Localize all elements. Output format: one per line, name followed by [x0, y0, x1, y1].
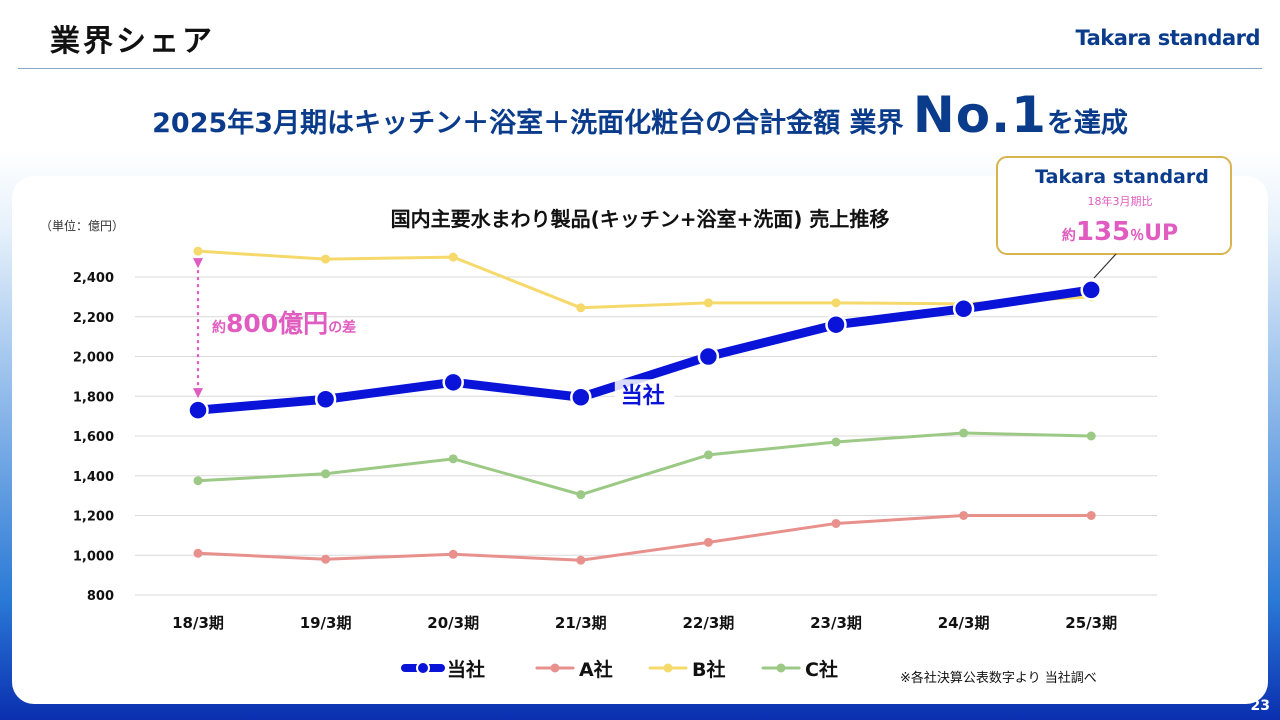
legend-item-a: A社 — [535, 658, 613, 681]
y-tick-label: 1,600 — [73, 430, 114, 445]
data-point-c — [703, 450, 713, 460]
series-a — [193, 511, 1096, 565]
callout-sub: 18年3月期比 — [1088, 194, 1153, 208]
legend-label-a: A社 — [579, 658, 613, 681]
data-point-b — [321, 254, 331, 264]
data-point-own — [187, 399, 209, 421]
gap-annotation: 約800億円の差 — [212, 309, 356, 338]
y-tick-label: 1,400 — [73, 470, 114, 485]
series-line-a — [196, 514, 1093, 562]
callout-value-line: 約135％UP — [1062, 217, 1178, 247]
gap-suffix: の差 — [328, 319, 356, 336]
series-c — [193, 428, 1096, 500]
data-point-c — [193, 476, 203, 486]
data-point-a — [193, 548, 203, 558]
data-point-b — [193, 246, 203, 256]
headline-highlight: No.1 — [912, 86, 1047, 144]
y-tick-label: 1,000 — [73, 549, 114, 564]
data-point-own — [570, 386, 592, 408]
headline: 2025年3月期はキッチン＋浴室＋洗面化粧台の合計金額 業界 No.1を達成 — [0, 86, 1280, 144]
data-point-own — [314, 388, 337, 410]
data-point-a — [448, 549, 458, 559]
data-point-a — [831, 518, 841, 528]
data-point-b — [448, 252, 458, 262]
gap-value: 800億円 — [226, 309, 328, 338]
callout-unit: ％ — [1130, 228, 1144, 244]
y-tick-label: 2,000 — [73, 351, 114, 366]
title-divider — [18, 68, 1262, 69]
legend-marker-c — [776, 663, 786, 673]
data-point-a — [1086, 511, 1096, 520]
x-tick-label: 19/3期 — [300, 614, 352, 632]
legend-label-own: 当社 — [447, 658, 485, 681]
headline-suffix: を達成 — [1046, 108, 1128, 139]
page-number: 23 — [1250, 698, 1270, 714]
legend-marker-a — [550, 663, 560, 673]
data-point-c — [448, 454, 458, 464]
brand-logo: Takara standard — [1075, 26, 1260, 50]
data-point-own — [825, 313, 847, 336]
x-tick-label: 25/3期 — [1065, 614, 1117, 632]
data-point-b — [576, 303, 586, 313]
data-point-a — [959, 511, 969, 520]
gap-prefix: 約 — [212, 319, 226, 336]
chart-panel — [12, 176, 1268, 704]
series-inline-label: 当社 — [621, 383, 665, 409]
data-point-c — [959, 428, 969, 438]
x-tick-label: 23/3期 — [810, 614, 862, 632]
inline-label-bg — [614, 379, 675, 410]
series-line-own — [193, 285, 1096, 415]
legend-item-c: C社 — [761, 658, 838, 681]
callout-leader — [1093, 253, 1117, 279]
y-tick-label: 800 — [87, 589, 114, 604]
legend-marker-own — [416, 661, 430, 675]
page-title: 業界シェア — [50, 24, 215, 59]
y-tick-label: 1,800 — [73, 390, 114, 405]
callout-suffix: UP — [1144, 221, 1178, 246]
callout-prefix: 約 — [1062, 227, 1076, 244]
series-own — [187, 279, 1102, 421]
chart-title: 国内主要水まわり製品(キッチン+浴室+洗面) 売上推移 — [391, 207, 890, 231]
y-tick-label: 2,200 — [73, 311, 114, 326]
data-point-c — [576, 490, 586, 500]
growth-callout: Takara standard 18年3月期比 約135％UP — [996, 156, 1232, 279]
callout-brand: Takara standard — [1035, 166, 1209, 188]
series-line-b — [196, 249, 1093, 310]
headline-prefix: 2025年3月期はキッチン＋浴室＋洗面化粧台の合計金額 業界 — [152, 108, 913, 139]
data-point-c — [321, 469, 331, 479]
x-tick-label: 21/3期 — [555, 614, 607, 632]
data-point-b — [703, 298, 713, 308]
legend-item-own: 当社 — [401, 658, 485, 681]
legend-label-c: C社 — [805, 658, 838, 681]
unit-label: （単位：億円） — [40, 218, 124, 233]
callout-value: 135 — [1076, 217, 1130, 247]
data-point-own — [1080, 279, 1102, 301]
data-point-own — [952, 298, 975, 320]
y-tick-label: 1,200 — [73, 510, 114, 525]
series-line-c — [196, 431, 1093, 497]
x-tick-label: 22/3期 — [683, 614, 735, 632]
x-tick-label: 20/3期 — [427, 614, 479, 632]
data-point-c — [1086, 431, 1096, 441]
data-point-b — [831, 298, 841, 308]
data-point-own — [697, 345, 720, 368]
legend-marker-b — [663, 663, 673, 673]
footnote: ※各社決算公表数字より 当社調べ — [900, 670, 1097, 686]
legend-item-b: B社 — [648, 658, 725, 681]
x-tick-label: 18/3期 — [172, 614, 224, 632]
legend-label-b: B社 — [692, 658, 725, 681]
y-tick-label: 2,400 — [73, 271, 114, 286]
x-tick-label: 24/3期 — [938, 614, 990, 632]
data-point-a — [703, 537, 713, 547]
data-point-a — [576, 555, 586, 565]
data-point-a — [321, 554, 331, 564]
data-point-own — [442, 371, 464, 394]
data-point-c — [831, 437, 841, 447]
